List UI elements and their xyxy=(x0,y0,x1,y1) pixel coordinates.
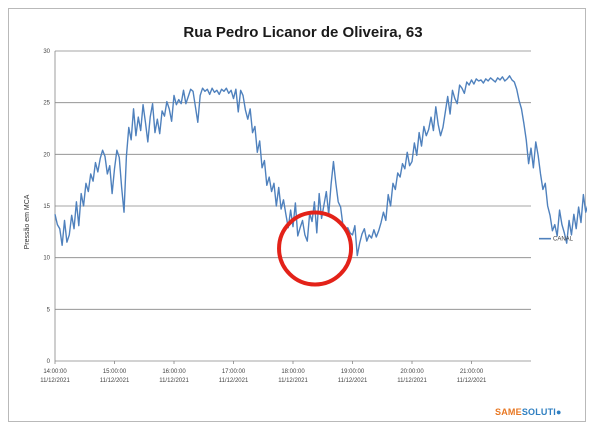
x-tick-label-time: 17:00:00 xyxy=(222,369,246,375)
y-tick-label: 25 xyxy=(43,101,50,107)
x-tick-label-date: 11/12/2021 xyxy=(40,378,70,384)
x-tick-label-date: 11/12/2021 xyxy=(397,378,427,384)
y-tick-labels: 0 5 10 15 20 25 30 xyxy=(43,49,50,365)
x-tick-label-time: 14:00:00 xyxy=(43,369,67,375)
x-tick-label-time: 15:00:00 xyxy=(103,369,127,375)
x-tick-label-time: 20:00:00 xyxy=(400,369,424,375)
x-tick-label-time: 16:00:00 xyxy=(162,369,186,375)
series-line xyxy=(54,75,587,257)
y-tick-label: 10 xyxy=(43,256,50,262)
line-chart: Rua Pedro Licanor de Oliveira, 63 Pressã… xyxy=(24,24,587,384)
y-tick-label: 5 xyxy=(47,307,51,313)
y-axis-label: Pressão em MCA xyxy=(24,194,31,249)
logo-part-b: SOLUTI xyxy=(521,407,557,417)
y-tick-label: 15 xyxy=(43,204,50,210)
logo-mark-icon: ● xyxy=(556,407,562,417)
x-tick-labels: 14:00:00 11/12/2021 15:00:00 11/12/2021 16:0… xyxy=(40,369,487,384)
x-tick-label-date: 11/12/2021 xyxy=(219,378,249,384)
legend-label: CANAL xyxy=(553,237,574,243)
chart-frame: Rua Pedro Licanor de Oliveira, 63 Pressã… xyxy=(8,8,587,422)
highlight-circle xyxy=(277,210,354,287)
series-lines xyxy=(54,75,587,257)
grid-lines xyxy=(55,50,531,310)
x-tick-label-time: 19:00:00 xyxy=(341,369,365,375)
x-tick-label-time: 18:00:00 xyxy=(281,369,305,375)
company-logo: SAMESOLUTI● xyxy=(495,407,562,417)
axes xyxy=(54,51,531,364)
logo-part-a: SAME xyxy=(495,407,522,417)
x-tick-label-date: 11/12/2021 xyxy=(159,378,189,384)
x-tick-label-date: 11/12/2021 xyxy=(338,378,368,384)
legend: CANAL xyxy=(539,237,574,243)
x-tick-label-date: 11/12/2021 xyxy=(457,378,487,384)
x-tick-label-date: 11/12/2021 xyxy=(278,378,308,384)
x-tick-label-date: 11/12/2021 xyxy=(100,378,130,384)
annotations xyxy=(277,210,354,287)
x-tick-label-time: 21:00:00 xyxy=(460,369,484,375)
chart-title: Rua Pedro Licanor de Oliveira, 63 xyxy=(183,24,422,41)
y-tick-label: 0 xyxy=(47,359,51,365)
y-tick-label: 20 xyxy=(43,152,50,158)
y-tick-label: 30 xyxy=(43,49,50,55)
